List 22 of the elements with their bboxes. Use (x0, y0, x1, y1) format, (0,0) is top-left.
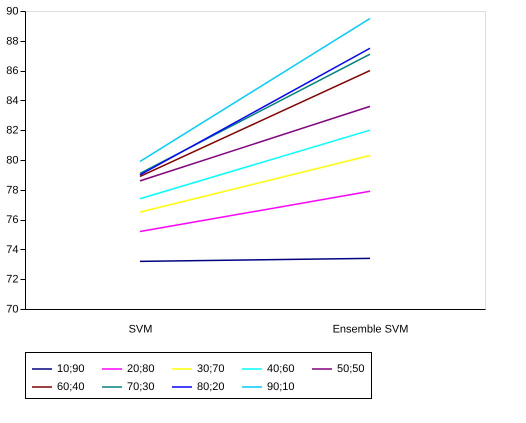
y-tick-label: 80 (6, 154, 18, 166)
y-tick-label: 86 (6, 65, 18, 78)
legend-label: 90;10 (267, 381, 295, 393)
y-tick-label: 88 (6, 35, 18, 48)
legend-label: 70;30 (127, 381, 155, 393)
x-tick-label: Ensemble SVM (332, 324, 408, 336)
legend-label: 60;40 (57, 381, 85, 393)
legend-label: 40;60 (267, 363, 295, 375)
y-tick-label: 76 (6, 214, 18, 226)
legend-label: 30;70 (197, 363, 225, 375)
y-tick-label: 72 (6, 274, 18, 286)
x-tick-label: SVM (128, 324, 152, 336)
legend-label: 80;20 (197, 381, 225, 393)
legend-label: 10;90 (57, 363, 85, 375)
y-tick-label: 90 (6, 6, 18, 18)
legend-label: 20;80 (127, 363, 155, 375)
y-tick-label: 78 (6, 184, 18, 196)
y-tick-label: 84 (6, 94, 18, 107)
y-tick-label: 82 (6, 124, 18, 137)
y-tick-label: 70 (6, 304, 18, 316)
legend-label: 50;50 (337, 363, 365, 375)
y-tick-label: 74 (6, 244, 18, 256)
